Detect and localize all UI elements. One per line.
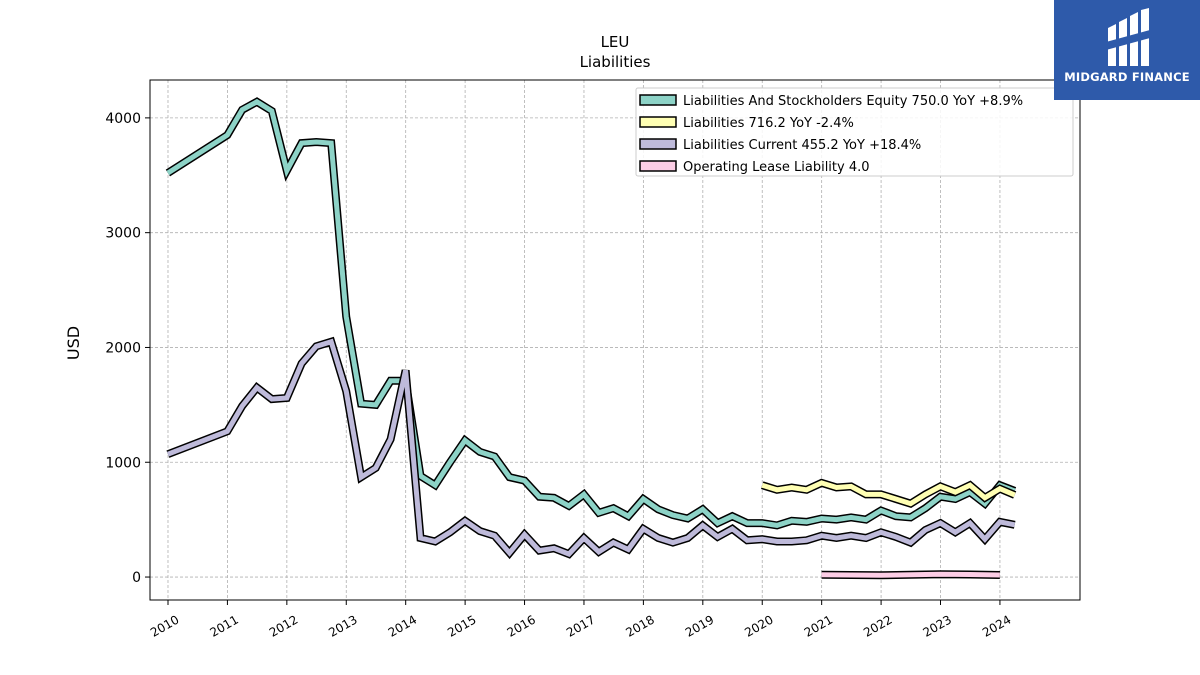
- series-line: [166, 98, 1016, 528]
- y-axis: 0 1000 2000 3000 4000: [105, 111, 150, 586]
- legend: Liabilities And Stockholders Equity 750.…: [635, 87, 1074, 177]
- midgard-logo-icon: [1106, 8, 1150, 66]
- y-axis-label: USD: [64, 326, 83, 360]
- x-tick-label: 2012: [267, 612, 300, 639]
- series-0: [165, 97, 1017, 530]
- legend-label: Operating Lease Liability 4.0: [683, 160, 870, 175]
- legend-swatch: [639, 160, 677, 172]
- legend-swatch: [639, 94, 677, 106]
- x-axis: 2010 2011 2012 2013 2014 2015 2016 2017 2018 2019…: [148, 600, 1013, 640]
- series-line: [821, 571, 1000, 578]
- x-tick-label: 2011: [207, 612, 240, 639]
- series-group: [165, 97, 1017, 580]
- x-tick-label: 2018: [623, 612, 656, 639]
- series-line: [167, 338, 1016, 558]
- x-tick-label: 2017: [564, 612, 597, 639]
- y-tick-label: 0: [132, 570, 141, 586]
- x-tick-label: 2013: [326, 612, 359, 639]
- y-tick-label: 1000: [105, 455, 141, 471]
- legend-box: [635, 87, 1074, 177]
- x-tick-label: 2021: [802, 612, 835, 639]
- x-tick-label: 2019: [683, 612, 716, 639]
- x-tick-label: 2022: [861, 612, 894, 639]
- legend-label: Liabilities And Stockholders Equity 750.…: [683, 94, 1023, 109]
- midgard-finance-logo: MIDGARD FINANCE: [1054, 0, 1200, 100]
- x-tick-label: 2015: [445, 612, 478, 639]
- x-tick-label: 2016: [505, 612, 538, 639]
- legend-swatch: [639, 138, 677, 150]
- series-1: [761, 478, 1017, 508]
- chart-title: LEU: [601, 33, 630, 51]
- x-tick-label: 2010: [148, 612, 181, 639]
- legend-swatch: [639, 116, 677, 128]
- x-tick-label: 2024: [980, 612, 1013, 639]
- legend-label: Liabilities 716.2 YoY -2.4%: [683, 116, 854, 131]
- y-tick-label: 2000: [105, 340, 141, 356]
- x-tick-label: 2020: [742, 612, 775, 639]
- series-2: [166, 336, 1016, 560]
- y-tick-label: 4000: [105, 111, 141, 127]
- x-tick-label: 2023: [921, 612, 954, 639]
- legend-label: Liabilities Current 455.2 YoY +18.4%: [683, 138, 921, 153]
- plot-area-frame: [149, 79, 1081, 601]
- series-3: [821, 570, 1000, 580]
- x-tick-label: 2014: [386, 612, 419, 639]
- chart-subtitle: Liabilities: [580, 53, 651, 71]
- y-tick-label: 3000: [105, 226, 141, 242]
- logo-text: MIDGARD FINANCE: [1064, 70, 1190, 84]
- series-line: [761, 480, 1016, 507]
